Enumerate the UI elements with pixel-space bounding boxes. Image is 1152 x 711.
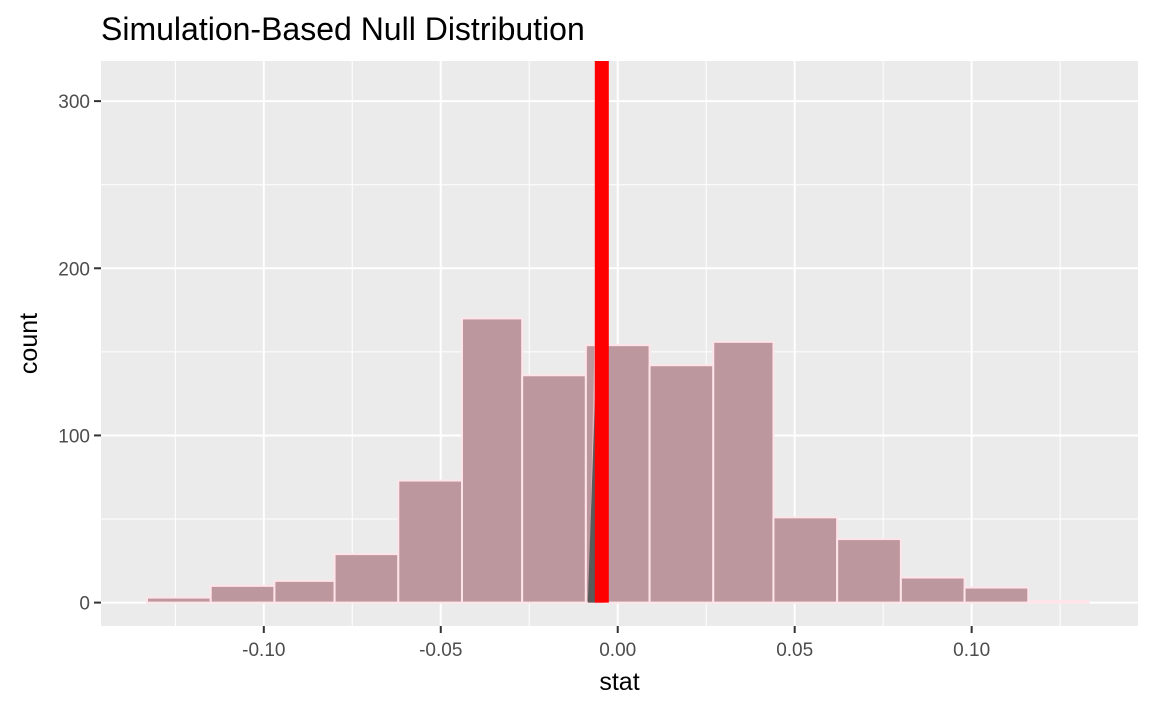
x-tick-label: 0.10 <box>953 640 990 661</box>
x-tick-label: -0.05 <box>419 640 462 661</box>
y-axis: 0 100 200 300 <box>58 92 101 615</box>
histogram-bar <box>273 579 336 604</box>
histogram-bar <box>712 340 775 604</box>
histogram-bar <box>836 538 902 604</box>
histogram-bar <box>333 553 400 604</box>
x-tick-label: 0.05 <box>776 640 813 661</box>
x-axis-title: stat <box>599 668 639 696</box>
y-tick-label: 300 <box>58 92 90 113</box>
x-tick-label: 0.00 <box>599 640 636 661</box>
chart-title: Simulation-Based Null Distribution <box>101 11 585 47</box>
y-tick-label: 0 <box>79 594 90 615</box>
histogram-bar <box>648 364 715 604</box>
histogram-bar <box>461 317 524 604</box>
y-tick-label: 100 <box>58 426 90 447</box>
histogram-bar <box>963 586 1030 604</box>
y-tick-label: 200 <box>58 259 90 280</box>
histogram-bar <box>772 516 839 604</box>
x-tick-label: -0.10 <box>242 640 285 661</box>
x-axis: -0.10 -0.05 0.00 0.05 0.10 <box>242 626 990 661</box>
histogram-bar <box>209 584 276 604</box>
y-axis-title: count <box>15 313 43 374</box>
histogram-bar <box>1027 599 1090 604</box>
histogram-bar <box>146 596 212 604</box>
histogram-bar <box>397 479 464 604</box>
histogram-bar <box>899 576 966 604</box>
histogram-bar <box>521 374 587 604</box>
